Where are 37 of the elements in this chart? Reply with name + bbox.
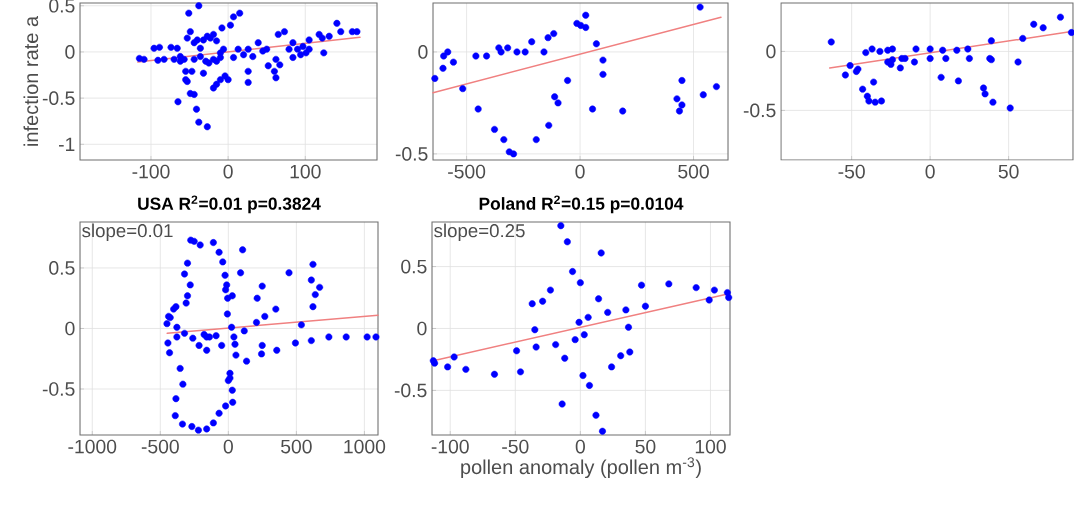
y-tick-label: -0.5 — [42, 91, 75, 105]
x-tick-label: 50 — [998, 164, 1019, 179]
y-tick-label: -0.5 — [42, 382, 75, 396]
x-tick-label: 100 — [695, 439, 726, 454]
annotation: slope=0.01 — [82, 223, 173, 241]
chart-title: USA R$^{2}$=0.01 p=0.3824 — [138, 195, 321, 214]
x-tick-label: -50 — [838, 164, 865, 179]
chart-title: Poland R$^{2}$=0.15 p=0.0104 — [479, 195, 684, 214]
y-tick-label: -1 — [58, 137, 75, 151]
y-tick-label: 0 — [417, 321, 427, 336]
y-tick-label: 0 — [418, 45, 428, 59]
x-tick-label: -500 — [448, 164, 486, 179]
y-tick-label: -0.5 — [394, 383, 427, 398]
x-axis-title: pollen anomaly (pollen m$^{-3}$) — [461, 457, 701, 479]
y-tick-label: 0.5 — [401, 259, 427, 274]
x-tick-label: 0 — [925, 164, 935, 179]
y-tick-label: 0 — [65, 45, 75, 59]
x-tick-label: -50 — [502, 439, 529, 454]
y-axis-title: infection rate a — [23, 15, 39, 146]
y-tick-label: 0 — [65, 321, 75, 336]
x-tick-label: 1000 — [344, 439, 386, 454]
x-tick-label: -100 — [132, 164, 170, 179]
y-tick-label: -0.5 — [743, 103, 776, 118]
y-tick-label: 0.5 — [49, 261, 75, 275]
x-tick-label: -100 — [431, 439, 469, 454]
x-tick-label: -500 — [141, 439, 179, 454]
x-tick-label: 100 — [290, 164, 321, 179]
x-tick-label: 0 — [575, 164, 585, 179]
x-tick-label: 0 — [223, 164, 233, 179]
y-tick-label: -0.5 — [395, 147, 428, 161]
x-tick-label: 500 — [281, 439, 312, 454]
x-tick-label: 500 — [678, 164, 709, 179]
x-tick-label: 0 — [223, 439, 233, 454]
x-tick-label: 0 — [575, 439, 585, 454]
x-tick-label: 50 — [635, 439, 656, 454]
x-tick-label: -1000 — [68, 439, 117, 454]
annotation: slope=0.25 — [434, 223, 525, 241]
